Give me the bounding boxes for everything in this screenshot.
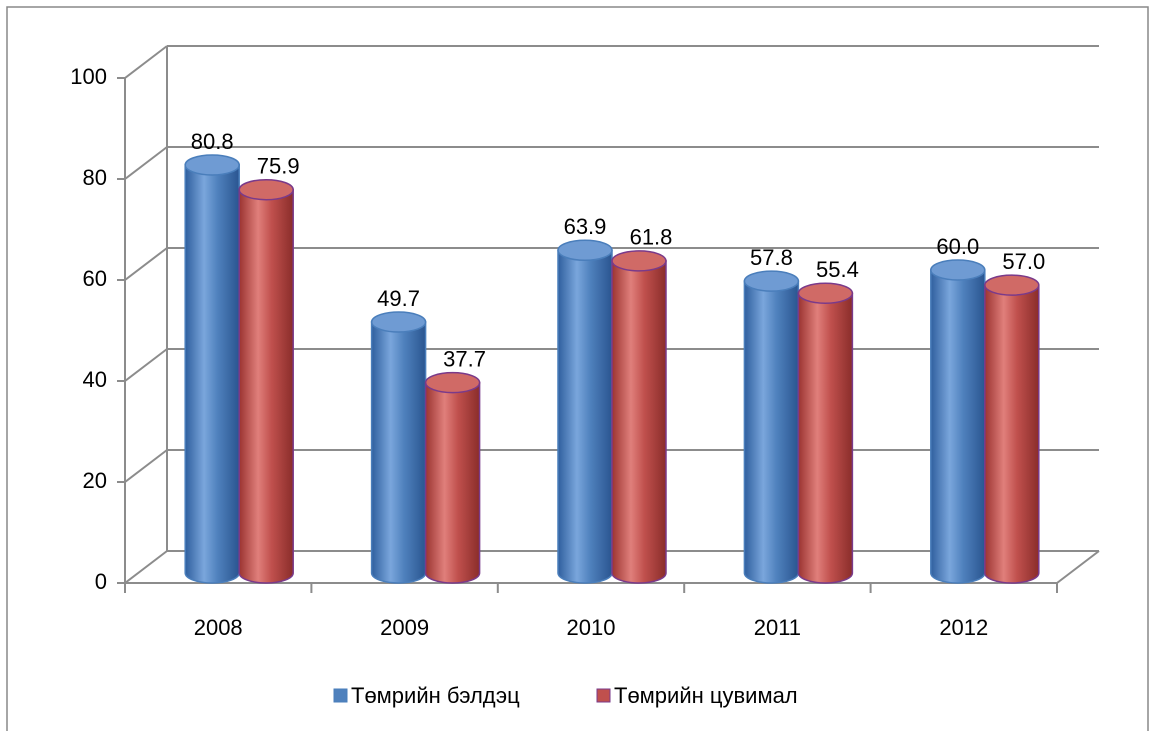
- cylinder-top: [557, 239, 613, 262]
- floor-right: [1056, 550, 1100, 584]
- cylinder-top: [743, 270, 800, 292]
- legend-label: Төмрийн бэлдэц: [351, 683, 520, 708]
- x-tick-label: 2010: [567, 615, 616, 640]
- data-label: 80.8: [191, 129, 234, 154]
- cylinder: [984, 274, 1040, 584]
- y-tick-label: 20: [83, 468, 107, 493]
- cylinder-body: [557, 249, 613, 584]
- chart-frame: [6, 6, 1149, 736]
- cylinder-body: [184, 164, 240, 584]
- legend-swatch: [333, 688, 348, 703]
- y-tick-label: 60: [83, 266, 107, 291]
- data-label: 55.4: [816, 257, 859, 282]
- cylinder: [557, 239, 613, 584]
- cylinder-body: [611, 260, 667, 584]
- cylinder-top: [424, 371, 481, 394]
- grid-line-side: [124, 348, 168, 382]
- y-tick-label: 100: [70, 64, 107, 89]
- data-label: 63.9: [564, 214, 607, 239]
- cylinder-top: [184, 154, 240, 176]
- data-label: 37.7: [443, 346, 486, 371]
- cylinder-top: [984, 274, 1040, 296]
- y-tick-label: 0: [95, 569, 107, 594]
- data-label: 75.9: [257, 154, 300, 179]
- data-label: 57.8: [750, 245, 793, 270]
- x-tick-label: 2009: [380, 615, 429, 640]
- data-label: 60.0: [936, 234, 979, 259]
- legend-swatch: [596, 688, 611, 703]
- cylinder-body: [238, 188, 294, 584]
- y-tick-label: 80: [83, 165, 107, 190]
- x-tick-label: 2008: [194, 615, 243, 640]
- cylinder-body: [424, 381, 481, 584]
- grid-line-side: [124, 449, 168, 483]
- x-tick-label: 2012: [939, 615, 988, 640]
- cylinder-top: [611, 250, 667, 272]
- data-label: 49.7: [377, 286, 420, 311]
- cylinder: [424, 371, 481, 584]
- cylinder: [611, 250, 667, 584]
- cylinder-body: [930, 269, 986, 584]
- x-tick-label: 2011: [754, 615, 801, 640]
- grid-line-side: [124, 247, 168, 281]
- cylinder: [743, 270, 800, 584]
- grid-line-side: [124, 45, 168, 79]
- cylinder-body: [370, 321, 427, 584]
- cylinder: [930, 259, 986, 584]
- grid-line-side: [124, 146, 168, 180]
- cylinder-top: [370, 311, 427, 333]
- data-label: 57.0: [1002, 249, 1045, 274]
- grid-line-side: [124, 550, 168, 584]
- cylinder-top: [930, 259, 986, 281]
- y-tick-label: 40: [83, 367, 107, 392]
- data-label: 61.8: [630, 225, 673, 250]
- cylinder: [370, 311, 427, 584]
- cylinder-body: [984, 284, 1040, 584]
- cylinder: [184, 154, 240, 584]
- cylinder-body: [743, 280, 800, 584]
- cylinder: [797, 282, 854, 584]
- cylinder-top: [797, 282, 854, 304]
- legend-label: Төмрийн цувимал: [614, 683, 798, 708]
- cylinder-top: [238, 178, 294, 201]
- cylinder-body: [797, 292, 854, 584]
- cylinder: [238, 178, 294, 584]
